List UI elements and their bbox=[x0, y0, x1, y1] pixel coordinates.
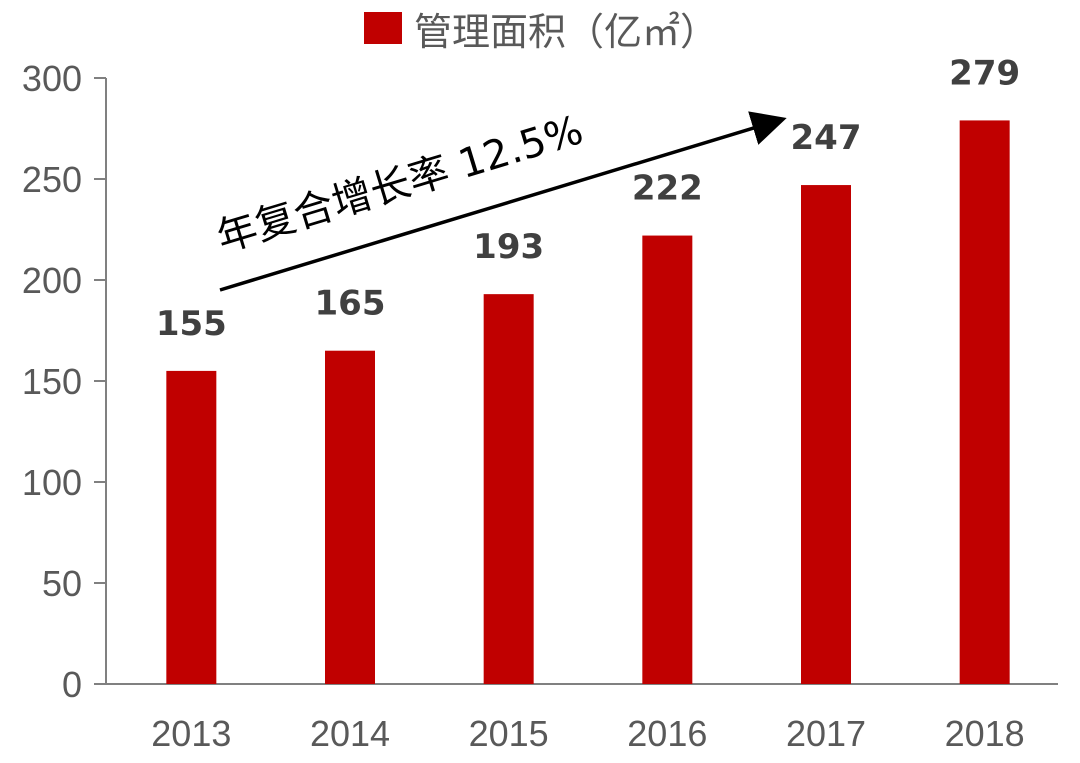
x-tick-label: 2018 bbox=[945, 713, 1025, 754]
data-label: 279 bbox=[949, 53, 1020, 93]
x-tick-label: 2014 bbox=[310, 713, 390, 754]
bar-2013 bbox=[166, 370, 217, 684]
data-label: 222 bbox=[632, 169, 703, 209]
data-label: 155 bbox=[156, 304, 227, 344]
bar-2018 bbox=[959, 120, 1010, 685]
data-label: 247 bbox=[791, 118, 862, 158]
x-tick-label: 2017 bbox=[786, 713, 866, 754]
axes: 0 50 100 150 200 250 300 2013 2014 2015 2016 2017 20… bbox=[22, 58, 1058, 754]
x-tick-label: 2013 bbox=[151, 713, 231, 754]
y-tick-label: 300 bbox=[22, 58, 82, 99]
legend: 管理面积（亿㎡） bbox=[364, 4, 718, 54]
bar-2014 bbox=[325, 350, 375, 684]
value-labels: 155 165 193 222 247 279 bbox=[156, 53, 1020, 343]
legend-label: 管理面积（亿㎡） bbox=[414, 9, 719, 54]
growth-arrow bbox=[219, 111, 787, 292]
y-tick-label: 200 bbox=[22, 260, 82, 301]
bars bbox=[166, 120, 1010, 685]
y-tick-label: 0 bbox=[62, 664, 82, 705]
bar-2016 bbox=[642, 235, 693, 684]
legend-swatch bbox=[364, 12, 402, 44]
y-tick-label: 50 bbox=[42, 563, 82, 604]
data-label: 165 bbox=[315, 284, 386, 324]
data-label: 193 bbox=[473, 227, 544, 267]
x-tick-label: 2016 bbox=[627, 713, 707, 754]
bar-2015 bbox=[483, 294, 534, 684]
x-tick-label: 2015 bbox=[469, 713, 549, 754]
y-tick-label: 100 bbox=[22, 462, 82, 503]
y-tick-label: 250 bbox=[22, 159, 82, 200]
bar-2017 bbox=[801, 185, 851, 684]
y-tick-label: 150 bbox=[22, 361, 82, 402]
